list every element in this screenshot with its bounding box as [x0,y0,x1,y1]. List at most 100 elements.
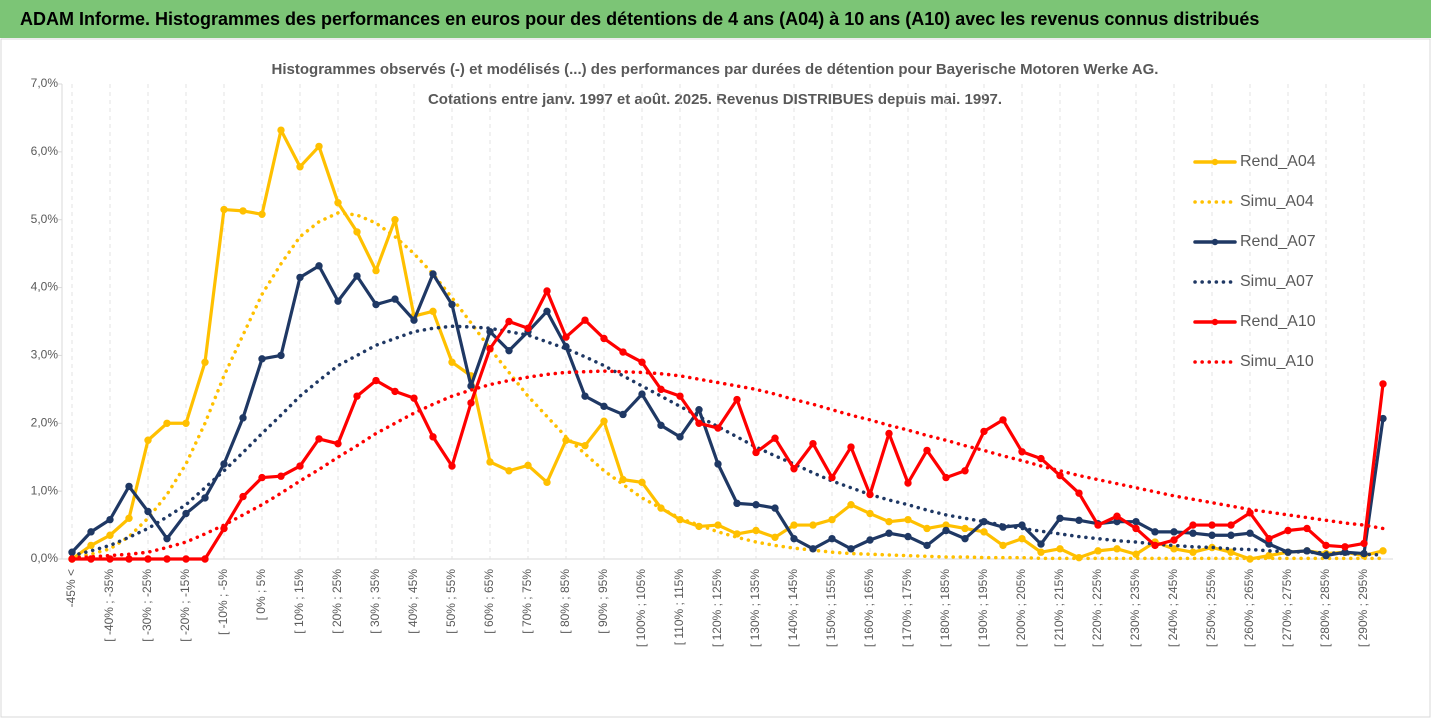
data-point [1170,528,1178,536]
data-point [847,545,855,553]
data-point [1075,516,1083,525]
legend-label: Rend_A10 [1240,313,1316,330]
data-point [1265,551,1273,560]
data-point [790,465,798,473]
y-tick-label: 3,0% [31,348,59,362]
data-point [771,533,779,541]
legend-label: Rend_A07 [1240,233,1316,250]
data-point [1075,489,1083,497]
data-point [486,344,494,353]
x-tick-label: [ 180% ; 185% [938,569,952,647]
x-tick-label: [ 70% ; 75% [520,569,534,634]
data-point [581,316,589,324]
data-point [1246,529,1254,537]
data-point [638,358,646,366]
x-tick-label: [ 10% ; 15% [292,569,306,634]
data-point [885,529,893,537]
data-point [885,517,893,526]
data-point [809,439,817,448]
data-point [904,479,912,487]
y-tick-label: 5,0% [31,212,59,226]
x-tick-label: [ 270% ; 275% [1280,569,1294,647]
data-point [1208,531,1216,539]
legend-marker [1211,238,1219,246]
data-point [657,385,665,394]
data-point [961,467,969,475]
data-point [600,417,608,425]
x-tick-label: [ 210% ; 215% [1052,569,1066,647]
x-tick-label: [ 170% ; 175% [900,569,914,647]
data-point [828,473,836,482]
data-point [1379,380,1387,388]
data-point [429,433,437,441]
data-point [1170,545,1178,553]
data-point [239,207,247,215]
legend-marker [1211,318,1219,326]
data-point [866,536,874,544]
x-tick-label: [ 90% ; 95% [596,569,610,634]
data-point [505,346,513,355]
y-tick-label: 4,0% [31,280,59,294]
chart-frame [0,38,1431,718]
data-point [904,532,912,541]
data-point [961,524,969,533]
x-tick-label: [ 260% ; 265% [1242,569,1256,647]
data-point [201,555,209,563]
x-tick-label: [ 190% ; 195% [976,569,990,647]
data-point [391,295,399,303]
data-point [1189,548,1197,556]
data-point [752,448,760,457]
data-point [87,541,95,550]
data-point [1037,454,1045,463]
header-bar [0,0,1431,38]
data-point [353,392,361,400]
data-point [1265,534,1273,543]
data-point [904,515,912,524]
x-tick-label: [ 150% ; 155% [824,569,838,647]
data-point [1056,545,1064,553]
data-point [733,395,741,404]
data-point [1151,541,1159,550]
data-point [809,521,817,529]
x-tick-label: [ 250% ; 255% [1204,569,1218,647]
data-point [277,126,285,134]
data-point [429,307,437,316]
series-line [70,289,1385,561]
x-tick-label: [ 280% ; 285% [1318,569,1332,647]
legend-label: Simu_A07 [1240,273,1314,290]
data-point [467,382,475,390]
y-tick-label: 1,0% [31,483,59,497]
data-point [239,492,247,501]
data-point [220,205,228,214]
data-point [1132,524,1140,533]
y-tick-label: 2,0% [31,415,59,429]
legend-label: Simu_A04 [1240,193,1314,210]
x-tick-label: [ 240% ; 245% [1166,569,1180,647]
data-point [201,494,209,502]
data-point [866,490,874,499]
data-point [315,435,323,443]
data-point [1360,539,1368,548]
data-point [448,358,456,366]
data-point [505,467,513,475]
data-point [239,414,247,422]
data-point [866,509,874,518]
data-point [1132,517,1140,526]
data-point [296,163,304,171]
data-point [182,419,190,427]
data-point [524,324,532,332]
data-point [980,427,988,436]
data-point [353,272,361,280]
x-tick-label: [ 80% ; 85% [558,569,572,634]
data-point [1170,536,1178,544]
series-line [70,264,1385,558]
data-point [562,333,570,341]
series-line [70,211,1385,561]
x-tick-label: [ -40% ; -35% [102,569,116,642]
x-tick-label: -45% < [64,569,78,607]
data-point [543,287,551,295]
data-point [125,555,133,563]
x-tick-label: [ 0% ; 5% [254,569,268,621]
y-tick-label: 7,0% [31,76,59,90]
data-point [961,534,969,543]
